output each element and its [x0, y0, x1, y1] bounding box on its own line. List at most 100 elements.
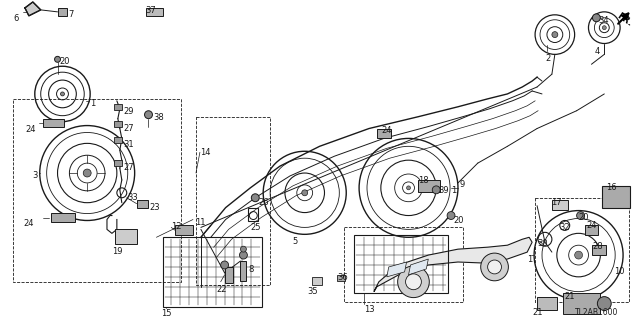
Circle shape [593, 14, 600, 22]
Text: 3: 3 [32, 171, 37, 180]
Bar [537, 297, 557, 310]
Text: 26: 26 [259, 198, 269, 207]
Bar [145, 8, 163, 16]
Text: 7: 7 [68, 10, 74, 19]
Text: 30: 30 [537, 239, 548, 248]
Circle shape [83, 169, 91, 177]
Bar [114, 121, 122, 126]
Text: 27: 27 [124, 163, 134, 172]
Text: 20: 20 [579, 212, 589, 221]
Text: 24: 24 [586, 221, 597, 230]
Circle shape [575, 251, 582, 259]
Circle shape [221, 261, 228, 269]
Text: 5: 5 [293, 237, 298, 246]
Bar [377, 129, 391, 139]
Polygon shape [408, 259, 428, 275]
Text: 31: 31 [124, 140, 134, 149]
Bar [114, 104, 122, 110]
Circle shape [432, 186, 440, 194]
Polygon shape [25, 2, 41, 16]
Text: 10: 10 [614, 267, 625, 276]
Text: TL2AB1600: TL2AB1600 [575, 308, 618, 317]
Text: 1: 1 [527, 255, 532, 264]
Text: 33: 33 [128, 193, 138, 202]
Text: 4: 4 [595, 47, 600, 56]
Circle shape [239, 251, 248, 259]
Text: 8: 8 [248, 265, 253, 274]
Text: 23: 23 [150, 203, 160, 212]
Bar [115, 229, 136, 244]
Text: 9: 9 [460, 180, 465, 189]
Bar [593, 245, 606, 255]
Text: 38: 38 [154, 113, 164, 122]
Bar [13, 99, 181, 282]
Bar [136, 200, 148, 208]
Bar [552, 200, 568, 210]
Text: 24: 24 [382, 125, 392, 135]
Text: 20: 20 [453, 216, 463, 225]
Circle shape [552, 32, 558, 37]
Bar [114, 160, 122, 166]
Circle shape [406, 186, 410, 190]
Text: 22: 22 [217, 285, 227, 294]
Text: 32: 32 [559, 223, 570, 232]
Text: 21: 21 [564, 292, 575, 301]
Bar [419, 180, 440, 192]
Circle shape [406, 274, 421, 290]
Text: 28: 28 [593, 242, 603, 251]
Bar [196, 117, 270, 285]
Circle shape [241, 246, 246, 252]
Polygon shape [387, 262, 406, 277]
Bar [175, 225, 193, 235]
Text: 13: 13 [364, 305, 374, 314]
Text: 27: 27 [124, 124, 134, 132]
Text: 19: 19 [112, 247, 122, 256]
Text: 14: 14 [200, 148, 211, 157]
Bar [58, 8, 67, 16]
Bar [337, 275, 345, 281]
Circle shape [447, 212, 455, 220]
Polygon shape [374, 237, 532, 292]
Circle shape [145, 111, 152, 119]
Bar [248, 208, 259, 221]
Text: 39: 39 [438, 186, 449, 195]
Text: 1: 1 [90, 99, 95, 108]
Bar [225, 267, 232, 283]
Text: 36: 36 [337, 273, 348, 282]
Bar [535, 198, 629, 301]
Text: 29: 29 [124, 107, 134, 116]
Text: FR.: FR. [615, 11, 634, 28]
Text: 1: 1 [451, 186, 456, 195]
Circle shape [597, 297, 611, 310]
Bar [602, 186, 630, 208]
Text: 12: 12 [172, 222, 182, 231]
Text: 35: 35 [308, 287, 318, 296]
Bar [344, 228, 463, 301]
Bar [312, 277, 321, 285]
Bar [584, 225, 598, 235]
Circle shape [252, 194, 259, 202]
Bar [354, 235, 448, 293]
Text: 37: 37 [145, 6, 156, 15]
Text: 15: 15 [161, 309, 172, 318]
Bar [51, 212, 76, 222]
Bar [563, 293, 600, 315]
Text: 20: 20 [60, 57, 70, 66]
Text: 11: 11 [195, 218, 205, 227]
Circle shape [481, 253, 508, 281]
Text: 25: 25 [250, 223, 261, 232]
Text: 18: 18 [419, 176, 429, 185]
Text: 6: 6 [13, 14, 19, 23]
Text: 34: 34 [598, 16, 609, 25]
Circle shape [577, 212, 584, 220]
Circle shape [301, 190, 308, 196]
Bar [163, 237, 262, 307]
Circle shape [61, 92, 65, 96]
Circle shape [602, 26, 606, 30]
Text: 16: 16 [606, 183, 617, 192]
Circle shape [54, 56, 61, 62]
Text: 2: 2 [545, 54, 550, 63]
Text: 24: 24 [23, 220, 33, 228]
Circle shape [488, 260, 502, 274]
Circle shape [397, 266, 429, 298]
